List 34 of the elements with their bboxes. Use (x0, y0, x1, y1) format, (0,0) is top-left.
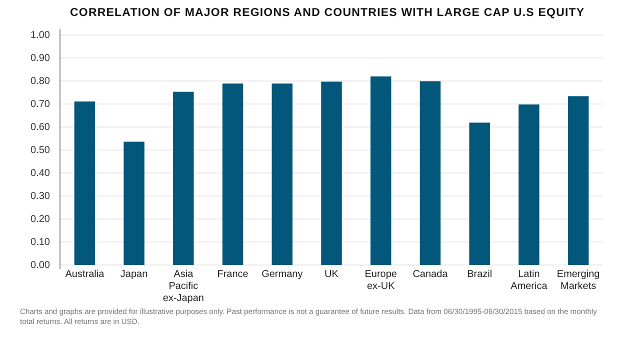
bar (321, 82, 342, 265)
bar (173, 92, 194, 265)
bar (222, 84, 244, 265)
y-tick-label: 0.50 (30, 145, 50, 156)
bar (469, 122, 490, 265)
y-tick-label: 0.20 (30, 214, 50, 226)
x-tick-label: Germany (262, 269, 303, 280)
chart-title: CORRELATION OF MAJOR REGIONS AND COUNTRIES WITH LARGE CAP U.S EQUITY (70, 7, 585, 19)
bar (370, 76, 392, 265)
x-tick-label: Brazil (467, 269, 492, 280)
bar (518, 104, 540, 265)
y-tick-label: 0.00 (30, 260, 50, 272)
y-tick-label: 0.40 (30, 168, 50, 180)
x-tick-label: Japan (120, 269, 148, 280)
x-tick-label: Asia Pacific ex-Japan (162, 269, 204, 304)
x-tick-label: Europe ex-UK (364, 269, 398, 292)
x-tick-label: Canada (412, 269, 448, 280)
y-tick-label: 0.70 (30, 99, 50, 110)
y-tick-label: 0.90 (30, 53, 50, 64)
x-tick-label: UK (324, 269, 339, 280)
y-tick-label: 0.30 (30, 191, 50, 202)
x-tick-label: Latin America (510, 269, 548, 292)
bar (568, 96, 589, 265)
x-tick-label: Emerging Markets (556, 269, 600, 292)
x-tick-label: France (217, 269, 249, 280)
bar (74, 101, 96, 265)
bar (420, 81, 441, 265)
bar (272, 84, 293, 265)
y-tick-label: 0.80 (30, 76, 50, 88)
x-tick-label: Australia (65, 269, 105, 280)
y-tick-label: 0.10 (30, 237, 50, 248)
bar (124, 142, 144, 265)
y-tick-label: 0.60 (30, 122, 50, 134)
y-tick-label: 1.00 (30, 30, 50, 42)
